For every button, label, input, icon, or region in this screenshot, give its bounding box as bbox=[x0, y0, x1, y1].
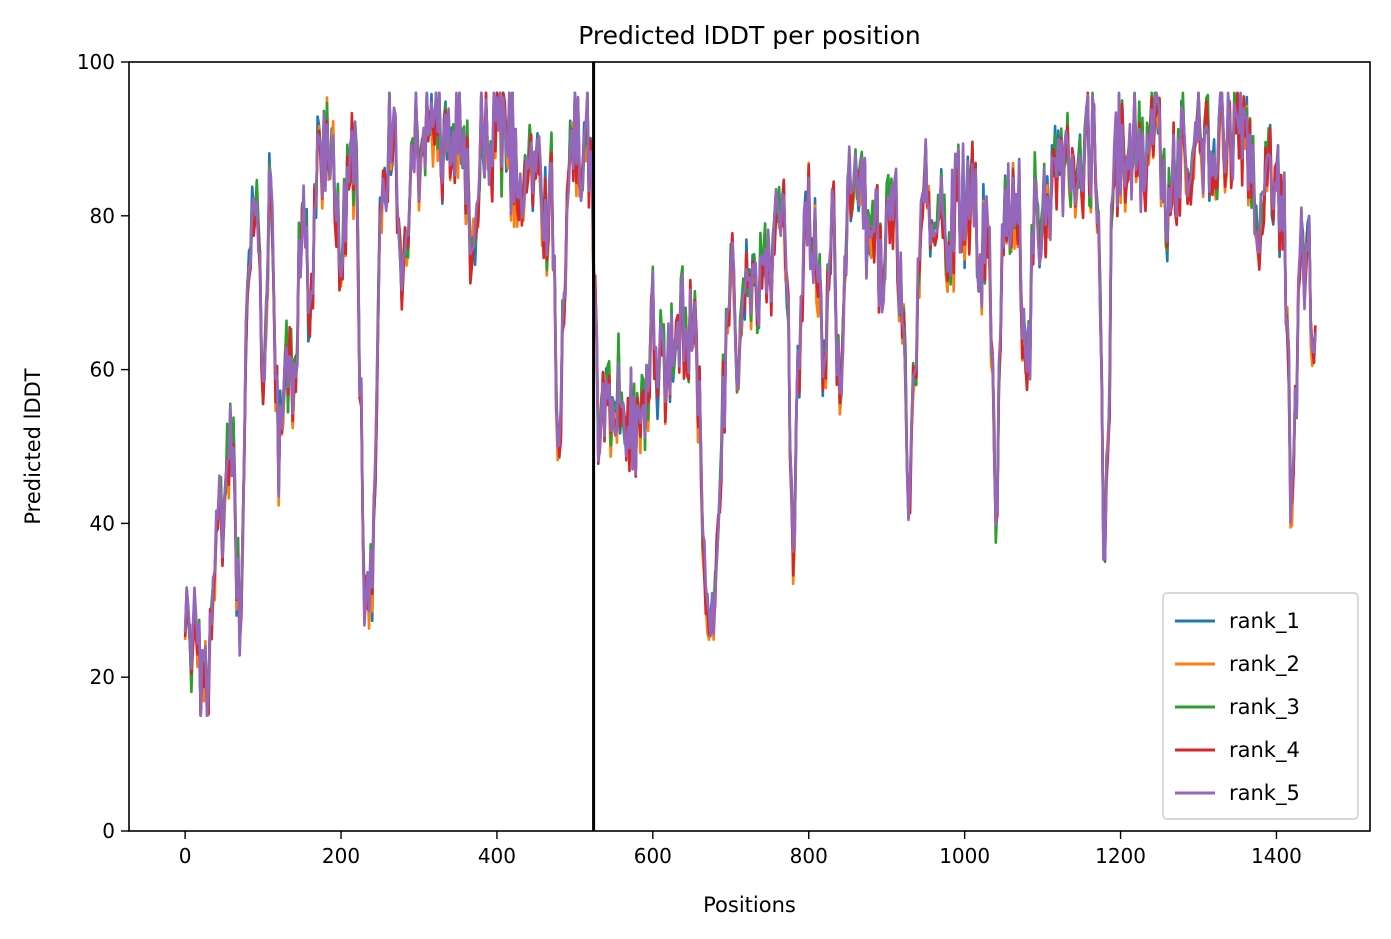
series-layer bbox=[183, 91, 1317, 717]
legend-label-rank-3: rank_3 bbox=[1229, 695, 1300, 720]
x-tick-label: 200 bbox=[322, 844, 360, 868]
x-tick-label: 800 bbox=[790, 844, 828, 868]
x-tick-label: 1200 bbox=[1095, 844, 1146, 868]
y-tick-label: 100 bbox=[77, 50, 115, 74]
x-tick-label: 0 bbox=[179, 844, 192, 868]
x-tick-label: 400 bbox=[478, 844, 516, 868]
x-tick-label: 1000 bbox=[939, 844, 990, 868]
x-axis-ticks: 0 200 400 600 800 1000 1200 1400 bbox=[179, 831, 1302, 868]
y-tick-label: 60 bbox=[90, 358, 115, 382]
legend-label-rank-2: rank_2 bbox=[1229, 652, 1300, 677]
series-line-rank-5 bbox=[183, 91, 1317, 717]
y-tick-label: 40 bbox=[90, 511, 115, 535]
y-axis-ticks: 0 20 40 60 80 100 bbox=[77, 50, 129, 843]
y-axis-label: Predicted lDDT bbox=[21, 368, 45, 524]
legend-label-rank-4: rank_4 bbox=[1229, 738, 1300, 763]
chart-title: Predicted lDDT per position bbox=[578, 21, 920, 50]
y-tick-label: 80 bbox=[90, 204, 115, 228]
legend-box bbox=[1162, 592, 1359, 820]
y-tick-label: 0 bbox=[102, 819, 115, 843]
x-axis-label: Positions bbox=[703, 893, 796, 917]
legend-label-rank-5: rank_5 bbox=[1229, 781, 1300, 806]
x-tick-label: 600 bbox=[634, 844, 672, 868]
plot-frame bbox=[128, 61, 1371, 832]
legend: rank_1 rank_2 rank_3 rank_4 rank_5 bbox=[1162, 592, 1359, 820]
legend-label-rank-1: rank_1 bbox=[1229, 609, 1300, 634]
x-tick-label: 1400 bbox=[1251, 844, 1302, 868]
y-tick-label: 20 bbox=[90, 665, 115, 689]
